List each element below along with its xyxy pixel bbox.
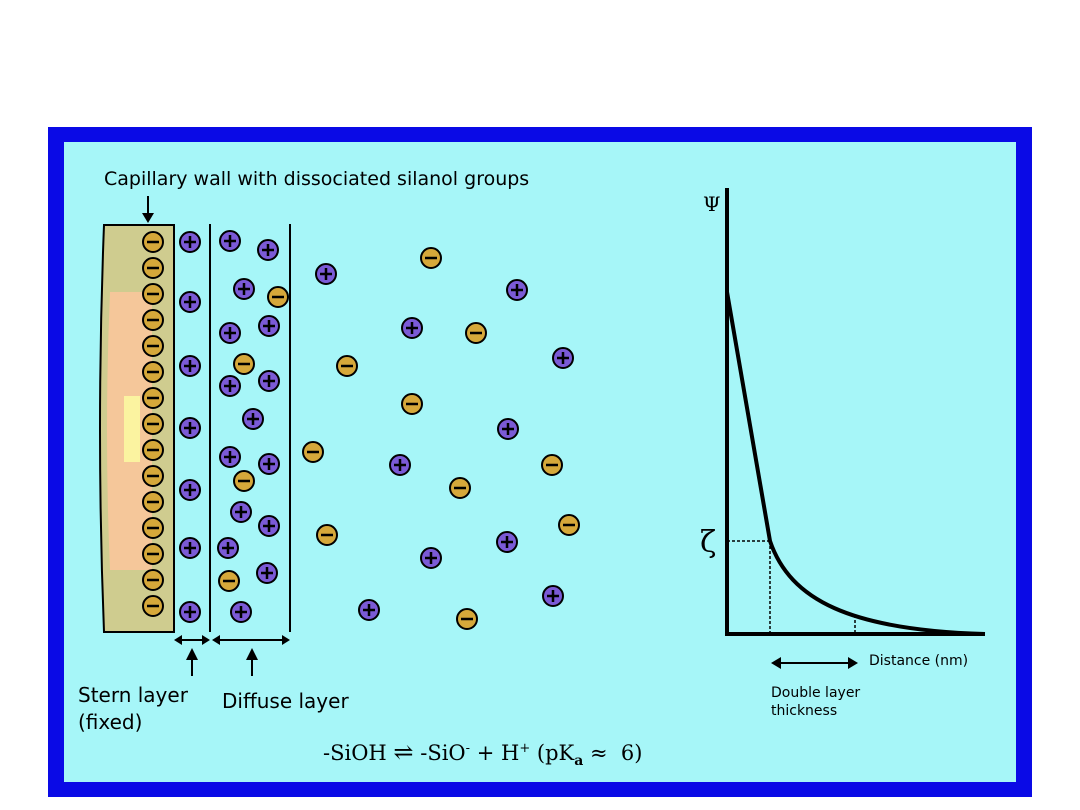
anion-ion: [465, 322, 487, 344]
wall-anion-ion: [142, 309, 164, 331]
anion-ion: [456, 608, 478, 630]
diffuse-layer-label: Diffuse layer: [222, 689, 349, 713]
cation-ion: [506, 279, 528, 301]
cation-ion: [219, 446, 241, 468]
wall-anion-ion: [142, 257, 164, 279]
wall-anion-ion: [142, 387, 164, 409]
cation-ion: [258, 453, 280, 475]
cation-ion: [179, 291, 201, 313]
wall-anion-ion: [142, 231, 164, 253]
cation-ion: [179, 417, 201, 439]
cation-ion: [315, 263, 337, 285]
cation-ion: [258, 515, 280, 537]
cation-ion: [233, 278, 255, 300]
equation-plus-h: + H: [470, 741, 520, 765]
diffuse-pointer-arrow: [246, 648, 258, 676]
double-layer-arrow: [771, 657, 858, 669]
capillary-label: Capillary wall with dissociated silanol …: [104, 168, 530, 190]
anion-ion: [302, 441, 324, 463]
cation-ion: [219, 322, 241, 344]
anion-ion: [558, 514, 580, 536]
anion-ion: [541, 454, 563, 476]
cation-ion: [179, 601, 201, 623]
wall-anion-ion: [142, 595, 164, 617]
wall-anion-ion: [142, 569, 164, 591]
cation-ion: [179, 537, 201, 559]
wall-anion-ion: [142, 465, 164, 487]
distance-axis-label: Distance (nm): [869, 653, 969, 669]
wall-anion-ion: [142, 283, 164, 305]
zeta-label: ζ: [700, 525, 717, 560]
dissociation-equation: -SiOH ⇌ -SiO- + H+ (pKa ≈ 6): [323, 738, 642, 769]
stern-layer-label: Stern layer: [78, 683, 188, 707]
cation-ion: [358, 599, 380, 621]
cation-ion: [230, 601, 252, 623]
cation-ion: [420, 547, 442, 569]
potential-curve: [725, 291, 986, 636]
equation-pk: (pK: [530, 741, 575, 765]
ion-group: [142, 230, 580, 630]
anion-ion: [420, 247, 442, 269]
cation-ion: [542, 585, 564, 607]
wall-anion-ion: [142, 413, 164, 435]
stern-pointer-arrow: [186, 648, 198, 676]
wall-anion-ion: [142, 439, 164, 461]
diffuse-width-arrow: [212, 635, 290, 645]
cation-ion: [219, 375, 241, 397]
equation-pk-value: ≈ 6): [583, 741, 643, 765]
wall-anion-ion: [142, 335, 164, 357]
cation-ion: [256, 562, 278, 584]
cation-ion: [258, 370, 280, 392]
thickness-label: thickness: [771, 703, 838, 719]
equation-silanol: -SiOH: [323, 741, 387, 765]
equation-h-charge: +: [519, 741, 531, 756]
cation-ion: [389, 454, 411, 476]
anion-ion: [218, 570, 240, 592]
cation-ion: [497, 418, 519, 440]
stern-fixed-label: (fixed): [78, 710, 143, 734]
cation-ion: [401, 317, 423, 339]
double-layer-label: Double layer: [771, 685, 861, 701]
wall-anion-ion: [142, 361, 164, 383]
anion-ion: [233, 353, 255, 375]
psi-label: Ψ: [703, 192, 721, 216]
anion-ion: [336, 355, 358, 377]
wall-anion-ion: [142, 491, 164, 513]
cation-ion: [219, 230, 241, 252]
stern-width-arrow: [174, 635, 210, 645]
anion-ion: [233, 470, 255, 492]
equation-minus: -: [465, 741, 471, 756]
cation-ion: [552, 347, 574, 369]
wall-anion-ion: [142, 543, 164, 565]
cation-ion: [496, 531, 518, 553]
equation-silanolate: -SiO: [420, 741, 466, 765]
equilibrium-arrow: ⇌: [393, 738, 414, 766]
cation-ion: [179, 231, 201, 253]
anion-ion: [401, 393, 423, 415]
anion-ion: [316, 524, 338, 546]
cation-ion: [257, 239, 279, 261]
potential-plot: [725, 188, 986, 669]
cation-ion: [179, 355, 201, 377]
wall-anion-ion: [142, 517, 164, 539]
equation-pk-sub: a: [574, 753, 584, 770]
anion-ion: [449, 477, 471, 499]
cation-ion: [230, 501, 252, 523]
capillary-arrow: [142, 196, 154, 223]
cation-ion: [179, 479, 201, 501]
cation-ion: [242, 408, 264, 430]
cation-ion: [217, 537, 239, 559]
anion-ion: [267, 286, 289, 308]
cation-ion: [258, 315, 280, 337]
